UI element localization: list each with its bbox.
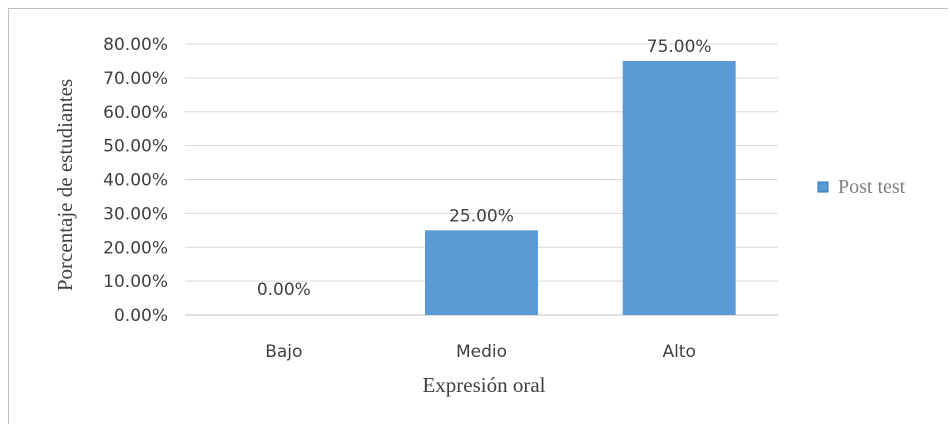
bar-medio — [425, 230, 538, 315]
legend-swatch — [817, 181, 829, 193]
data-label-bajo: 0.00% — [257, 280, 311, 300]
bars — [425, 60, 736, 315]
data-labels: 0.00% 25.00% 75.00% — [257, 37, 712, 300]
y-tick-label: 30.00% — [103, 204, 168, 224]
legend-label: Post test — [838, 176, 906, 198]
y-tick-label: 10.00% — [103, 272, 168, 292]
data-label-alto: 75.00% — [647, 37, 712, 57]
category-label-bajo: Bajo — [265, 342, 302, 362]
y-tick-label: 60.00% — [103, 103, 168, 123]
y-tick-label: 50.00% — [103, 137, 168, 157]
y-axis-title: Porcentaje de estudiantes — [53, 79, 77, 291]
category-label-medio: Medio — [456, 342, 507, 362]
category-label-alto: Alto — [662, 342, 695, 362]
legend: Post test — [817, 176, 906, 198]
chart-frame — [8, 8, 948, 424]
bar-alto — [622, 60, 736, 315]
y-tick-label: 0.00% — [114, 306, 168, 326]
y-tick-label: 20.00% — [103, 238, 168, 258]
y-tick-label: 80.00% — [103, 35, 168, 55]
data-label-medio: 25.00% — [449, 206, 514, 226]
y-axis-ticks: 0.00% 10.00% 20.00% 30.00% 40.00% 50.00% 60.00… — [103, 35, 168, 326]
y-tick-label: 70.00% — [103, 69, 168, 89]
x-axis-title: Expresión oral — [422, 373, 545, 397]
x-axis-categories: Bajo Medio Alto — [265, 342, 696, 362]
y-tick-label: 40.00% — [103, 171, 168, 191]
